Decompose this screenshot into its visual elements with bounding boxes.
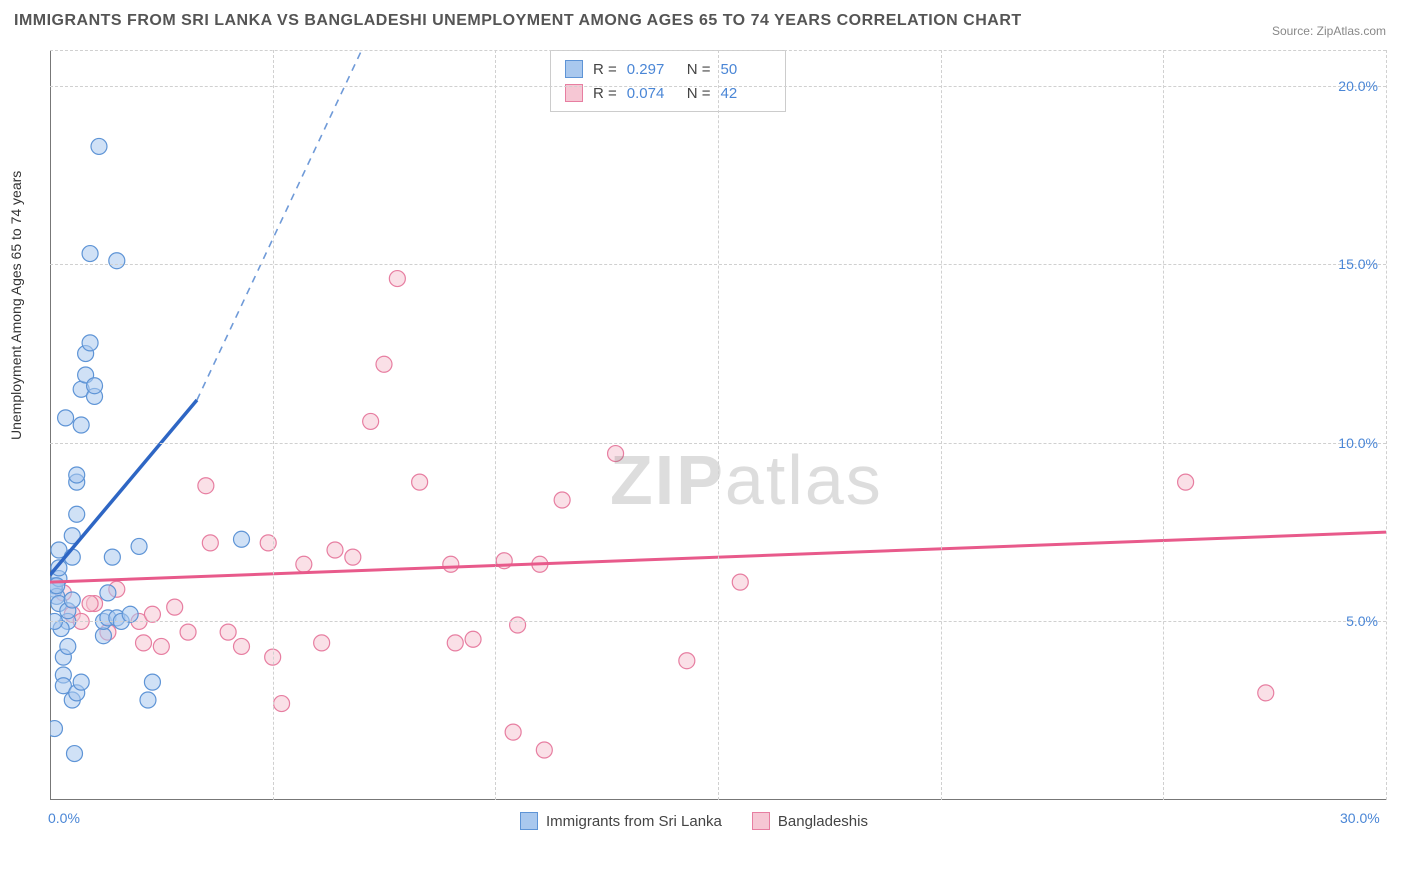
y-tick-label: 15.0% xyxy=(1338,256,1378,272)
scatter-point xyxy=(82,246,98,262)
scatter-point xyxy=(536,742,552,758)
scatter-point xyxy=(82,596,98,612)
gridline-v xyxy=(1386,50,1387,800)
y-tick-label: 20.0% xyxy=(1338,78,1378,94)
scatter-point xyxy=(73,674,89,690)
stat-legend: R = 0.297 N = 50 R = 0.074 N = 42 xyxy=(550,50,786,112)
scatter-point xyxy=(363,413,379,429)
scatter-point xyxy=(167,599,183,615)
scatter-point xyxy=(202,535,218,551)
scatter-point xyxy=(122,606,138,622)
watermark-rest: atlas xyxy=(725,441,883,519)
scatter-point xyxy=(60,638,76,654)
n-value: 50 xyxy=(721,61,771,78)
scatter-point xyxy=(73,417,89,433)
scatter-point xyxy=(220,624,236,640)
x-tick-label: 0.0% xyxy=(48,810,80,826)
legend-label: Bangladeshis xyxy=(778,813,868,830)
y-tick-label: 5.0% xyxy=(1346,613,1378,629)
r-value: 0.297 xyxy=(627,61,677,78)
scatter-point xyxy=(198,478,214,494)
scatter-point xyxy=(82,335,98,351)
scatter-point xyxy=(389,271,405,287)
scatter-point xyxy=(376,356,392,372)
r-prefix: R = xyxy=(593,85,617,102)
scatter-point xyxy=(1258,685,1274,701)
regression-line xyxy=(197,50,362,400)
legend-label: Immigrants from Sri Lanka xyxy=(546,813,722,830)
legend-swatch xyxy=(520,812,538,830)
scatter-point xyxy=(91,138,107,154)
legend-swatch xyxy=(752,812,770,830)
r-value: 0.074 xyxy=(627,85,677,102)
scatter-point xyxy=(100,585,116,601)
n-prefix: N = xyxy=(687,85,711,102)
scatter-point xyxy=(104,549,120,565)
n-prefix: N = xyxy=(687,61,711,78)
legend-item: Bangladeshis xyxy=(752,812,868,830)
scatter-point xyxy=(140,692,156,708)
scatter-point xyxy=(260,535,276,551)
scatter-point xyxy=(66,746,82,762)
scatter-point xyxy=(144,674,160,690)
watermark-bold: ZIP xyxy=(610,441,725,519)
scatter-point xyxy=(345,549,361,565)
watermark: ZIPatlas xyxy=(610,440,883,520)
y-axis-label: Unemployment Among Ages 65 to 74 years xyxy=(8,171,24,440)
scatter-point xyxy=(465,631,481,647)
stat-legend-row: R = 0.297 N = 50 xyxy=(565,57,771,81)
scatter-point xyxy=(136,635,152,651)
bottom-legend: Immigrants from Sri Lanka Bangladeshis xyxy=(520,812,868,830)
legend-swatch xyxy=(565,60,583,78)
scatter-point xyxy=(327,542,343,558)
scatter-point xyxy=(443,556,459,572)
y-tick-label: 10.0% xyxy=(1338,435,1378,451)
scatter-point xyxy=(505,724,521,740)
scatter-point xyxy=(274,696,290,712)
scatter-point xyxy=(69,467,85,483)
scatter-point xyxy=(233,531,249,547)
scatter-point xyxy=(58,410,74,426)
scatter-point xyxy=(1178,474,1194,490)
scatter-point xyxy=(144,606,160,622)
scatter-point xyxy=(554,492,570,508)
scatter-point xyxy=(153,638,169,654)
x-tick-label: 30.0% xyxy=(1340,810,1380,826)
scatter-point xyxy=(447,635,463,651)
legend-item: Immigrants from Sri Lanka xyxy=(520,812,722,830)
scatter-point xyxy=(679,653,695,669)
scatter-point xyxy=(131,538,147,554)
scatter-point xyxy=(64,592,80,608)
scatter-point xyxy=(314,635,330,651)
scatter-point xyxy=(69,506,85,522)
gridline-v xyxy=(273,50,274,800)
stat-legend-row: R = 0.074 N = 42 xyxy=(565,81,771,105)
scatter-point xyxy=(95,628,111,644)
r-prefix: R = xyxy=(593,61,617,78)
scatter-point xyxy=(732,574,748,590)
scatter-point xyxy=(180,624,196,640)
gridline-v xyxy=(1163,50,1164,800)
scatter-point xyxy=(50,721,62,737)
scatter-point xyxy=(296,556,312,572)
gridline-v xyxy=(718,50,719,800)
gridline-v xyxy=(495,50,496,800)
scatter-point xyxy=(412,474,428,490)
scatter-point xyxy=(87,378,103,394)
source-label: Source: ZipAtlas.com xyxy=(1272,24,1386,38)
chart-title: IMMIGRANTS FROM SRI LANKA VS BANGLADESHI… xyxy=(14,12,1022,30)
scatter-point xyxy=(510,617,526,633)
scatter-point xyxy=(50,578,65,594)
gridline-v xyxy=(941,50,942,800)
scatter-point xyxy=(233,638,249,654)
n-value: 42 xyxy=(721,85,771,102)
plot-area: ZIPatlas R = 0.297 N = 50 R = 0.074 N = 42 Immi… xyxy=(50,50,1386,830)
scatter-point xyxy=(109,253,125,269)
